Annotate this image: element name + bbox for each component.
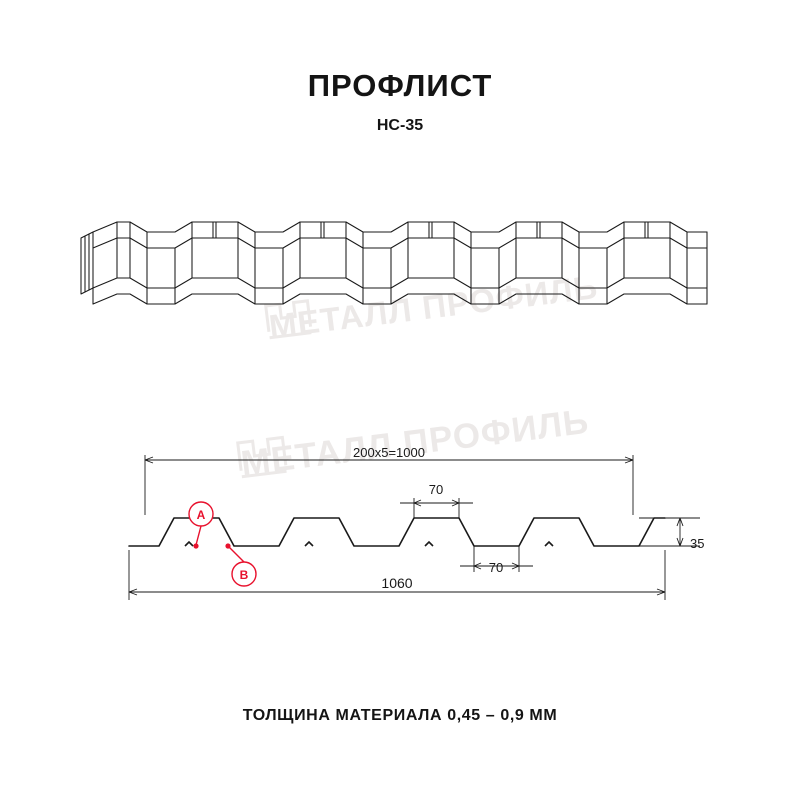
dimension-overall-span: 200х5=1000 bbox=[353, 445, 425, 460]
model-name: НС-35 bbox=[376, 117, 424, 134]
callout-a bbox=[188, 501, 214, 549]
callout-b-label: B bbox=[240, 568, 249, 582]
watermark-logo-top bbox=[264, 299, 313, 340]
dimension-total-width: 1060 bbox=[381, 575, 412, 591]
callout-a-label: A bbox=[197, 508, 206, 522]
dimension-height: 35 bbox=[690, 536, 704, 551]
material-thickness-note: ТОЛЩИНА МАТЕРИАЛА 0,45 – 0,9 ММ bbox=[242, 707, 558, 724]
section-bead-marks bbox=[184, 540, 554, 547]
callout-b bbox=[225, 543, 257, 587]
dimension-rib-top: 70 bbox=[429, 482, 443, 497]
sheet-3d-view bbox=[80, 221, 708, 305]
page-title: ПРОФЛИСТ bbox=[307, 68, 493, 103]
watermark-logo-bottom bbox=[236, 435, 288, 479]
dimension-lines bbox=[128, 455, 700, 600]
dimension-rib-bottom: 70 bbox=[489, 560, 503, 575]
cross-section-profile bbox=[128, 517, 666, 547]
